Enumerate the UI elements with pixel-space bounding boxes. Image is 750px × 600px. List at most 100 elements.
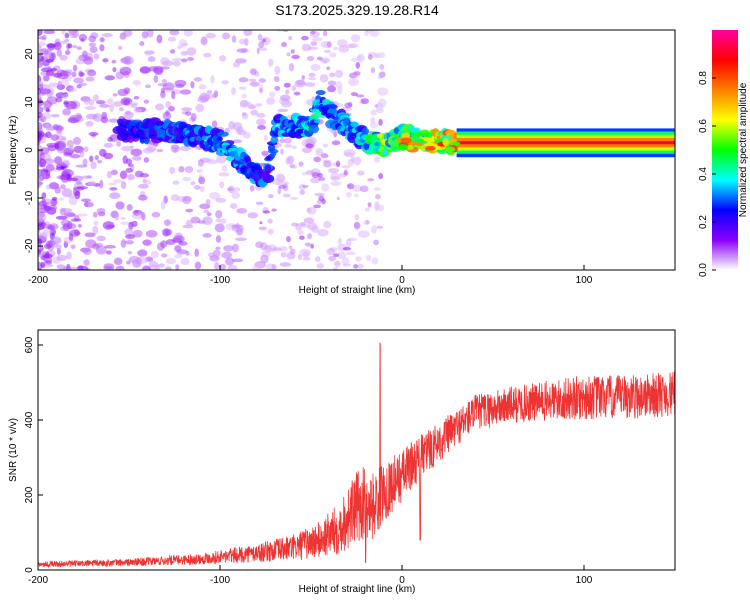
heatmap-ridge-blob bbox=[264, 164, 272, 173]
heatmap-noise-blob bbox=[130, 103, 138, 109]
heatmap-y-ticks: -20 -10 0 10 20 bbox=[24, 48, 43, 253]
heatmap-noise-blob bbox=[299, 189, 306, 195]
heatmap-noise-blob bbox=[310, 30, 316, 35]
heatmap-noise-blob bbox=[180, 51, 188, 56]
heatmap-noise-blob bbox=[160, 87, 165, 94]
heatmap-x-tick-label: -100 bbox=[210, 275, 230, 286]
heatmap-noise-blob bbox=[101, 111, 108, 120]
heatmap-noise-blob bbox=[60, 71, 73, 77]
heatmap-noise-blob bbox=[112, 101, 123, 107]
heatmap-noise-blob bbox=[215, 246, 221, 250]
heatmap-noise-blob bbox=[231, 87, 237, 95]
heatmap-noise-blob bbox=[115, 265, 125, 270]
heatmap-noise-blob bbox=[38, 134, 42, 143]
heatmap-noise-blob bbox=[38, 61, 43, 69]
heatmap-noise-blob bbox=[85, 113, 98, 120]
heatmap-noise-blob bbox=[371, 225, 377, 234]
snr-y-axis-label: SNR (10 * v/v) bbox=[8, 418, 19, 482]
heatmap-noise-blob bbox=[86, 175, 93, 179]
heatmap-noise-blob bbox=[70, 218, 82, 222]
heatmap-noise-blob bbox=[345, 251, 356, 255]
colorbar-tick-label: 0.0 bbox=[698, 263, 709, 277]
heatmap-noise-blob bbox=[50, 113, 60, 118]
heatmap-noise-blob bbox=[180, 89, 192, 95]
heatmap-noise-blob bbox=[190, 112, 197, 122]
heatmap-noise-blob bbox=[215, 197, 227, 203]
heatmap-noise-blob bbox=[205, 32, 216, 39]
figure-title: S173.2025.329.19.28.R14 bbox=[275, 2, 439, 18]
heatmap-noise-blob bbox=[341, 165, 351, 169]
heatmap-band-strip bbox=[456, 147, 675, 151]
heatmap-noise-blob bbox=[231, 139, 243, 143]
heatmap-noise-blob bbox=[353, 193, 359, 198]
heatmap-noise-blob bbox=[53, 72, 63, 78]
heatmap-noise-blob bbox=[249, 68, 257, 76]
heatmap-noise-blob bbox=[165, 100, 172, 108]
heatmap-noise-blob bbox=[56, 129, 63, 138]
heatmap-noise-blob bbox=[297, 229, 304, 236]
heatmap-noise-blob bbox=[126, 260, 131, 265]
heatmap-noise-blob bbox=[190, 181, 196, 186]
heatmap-noise-blob bbox=[218, 172, 230, 177]
heatmap-noise-blob bbox=[378, 71, 386, 78]
heatmap-noise-blob bbox=[357, 263, 364, 269]
heatmap-noise-blob bbox=[329, 52, 337, 58]
heatmap-noise-blob bbox=[50, 134, 60, 141]
heatmap-noise-blob bbox=[88, 99, 95, 106]
heatmap-noise-blob bbox=[329, 72, 336, 78]
heatmap-noise-blob bbox=[187, 57, 195, 61]
heatmap-noise-blob bbox=[291, 145, 298, 149]
heatmap-noise-blob bbox=[197, 158, 204, 167]
heatmap-noise-blob bbox=[193, 185, 201, 190]
heatmap-band-strip bbox=[456, 131, 675, 136]
heatmap-noise-blob bbox=[131, 220, 138, 228]
heatmap-noise-blob bbox=[38, 213, 47, 222]
heatmap-noise-blob bbox=[38, 106, 44, 114]
heatmap-noise-blob bbox=[291, 54, 300, 60]
heatmap-y-tick-label: 20 bbox=[24, 48, 35, 60]
heatmap-noise-blob bbox=[42, 253, 53, 259]
heatmap-noise-blob bbox=[68, 145, 74, 151]
snr-series-line bbox=[38, 342, 675, 569]
heatmap-noise-blob bbox=[38, 121, 43, 131]
heatmap-y-axis-label: Frequency (Hz) bbox=[8, 116, 19, 185]
heatmap-noise-blob bbox=[41, 192, 47, 199]
heatmap-noise-blob bbox=[151, 211, 161, 218]
heatmap-noise-blob bbox=[134, 170, 144, 178]
heatmap-noise-blob bbox=[206, 212, 212, 217]
heatmap-noise-blob bbox=[180, 257, 190, 266]
heatmap-noise-blob bbox=[301, 43, 312, 52]
heatmap-noise-blob bbox=[214, 262, 220, 270]
heatmap-ridge-blob bbox=[411, 127, 421, 134]
heatmap-noise-blob bbox=[282, 30, 289, 33]
heatmap-noise-blob bbox=[322, 143, 329, 148]
heatmap-noise-blob bbox=[367, 54, 373, 60]
heatmap-noise-blob bbox=[161, 78, 167, 84]
heatmap-noise-blob bbox=[54, 186, 61, 194]
heatmap-noise-blob bbox=[112, 93, 118, 97]
heatmap-noise-blob bbox=[211, 120, 218, 128]
heatmap-noise-blob bbox=[241, 93, 247, 99]
heatmap-noise-blob bbox=[38, 41, 46, 47]
heatmap-noise-blob bbox=[181, 177, 192, 182]
heatmap-noise-blob bbox=[145, 84, 151, 89]
heatmap-noise-blob bbox=[206, 90, 213, 94]
heatmap-noise-blob bbox=[109, 192, 121, 199]
heatmap-noise-blob bbox=[143, 99, 150, 104]
heatmap-noise-blob bbox=[228, 185, 235, 194]
heatmap-noise-blob bbox=[243, 30, 253, 37]
heatmap-noise-blob bbox=[46, 43, 56, 49]
heatmap-noise-blob bbox=[313, 156, 322, 163]
heatmap-y-tick-label: 0 bbox=[24, 147, 35, 153]
heatmap-noise-blob bbox=[176, 249, 188, 255]
heatmap-noise-blob bbox=[335, 160, 341, 168]
heatmap-noise-blob bbox=[346, 237, 358, 241]
heatmap-noise-blob bbox=[84, 200, 89, 208]
heatmap-noise-blob bbox=[107, 137, 114, 142]
heatmap-noise-blob bbox=[92, 225, 99, 235]
heatmap-ridge-blob bbox=[315, 89, 326, 96]
heatmap-noise-blob bbox=[99, 37, 105, 43]
heatmap-ridge-blob bbox=[326, 104, 338, 110]
heatmap-noise-blob bbox=[376, 225, 384, 229]
heatmap-noise-blob bbox=[59, 141, 67, 150]
